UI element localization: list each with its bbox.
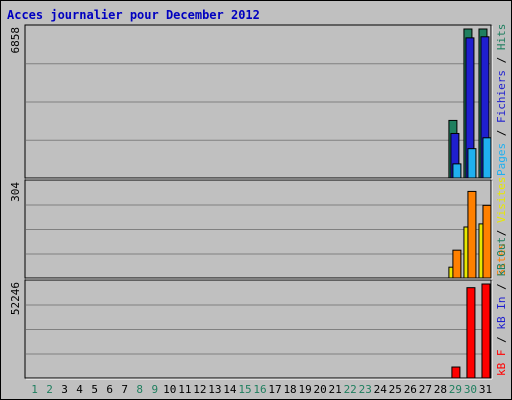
x-tick-label: 25 (389, 383, 402, 396)
x-tick-label: 15 (238, 383, 251, 396)
x-tick-label: 29 (449, 383, 462, 396)
hits-files-pages-legend: Pages / Fichiers / Hits (495, 24, 508, 176)
x-tick-label: 27 (419, 383, 432, 396)
x-tick-label: 9 (151, 383, 158, 396)
kbytes-legend: kB F / kB In / kB Out (495, 237, 508, 376)
kbytes-max-label: 52246 (9, 282, 22, 315)
visits-sites-max-label: 304 (9, 182, 22, 202)
bar-sites-day-31 (482, 204, 492, 279)
bar-sites-day-29 (452, 249, 462, 279)
bar-kb_f-day-29 (451, 366, 461, 379)
legend-entry: / (495, 277, 508, 297)
visits-sites-legend: Sites / Visites (495, 177, 508, 276)
x-tick-label: 28 (434, 383, 447, 396)
legend-entry: / (495, 330, 508, 350)
bar-pages-day-30 (467, 148, 477, 179)
bar-sites-day-30 (467, 190, 477, 279)
x-tick-label: 30 (464, 383, 477, 396)
x-tick-label: 18 (283, 383, 296, 396)
x-tick-label: 11 (178, 383, 191, 396)
legend-entry: / (495, 50, 508, 70)
x-tick-label: 31 (479, 383, 492, 396)
legend-entry: / (495, 123, 508, 143)
legend-entry: kB In (495, 297, 508, 330)
legend-entry: Fichiers (495, 70, 508, 123)
x-tick-label: 24 (374, 383, 388, 396)
x-tick-label: 13 (208, 383, 221, 396)
x-tick-label: 14 (223, 383, 237, 396)
legend-entry: Sites (495, 243, 508, 276)
x-tick-label: 8 (136, 383, 143, 396)
bar-kb_f-day-31 (481, 283, 491, 379)
x-tick-label: 20 (314, 383, 327, 396)
chart-title: Acces journalier pour December 2012 (7, 8, 260, 22)
legend-entry: kB F (495, 350, 508, 377)
x-tick-label: 17 (268, 383, 281, 396)
x-tick-label: 4 (76, 383, 83, 396)
x-tick-label: 3 (61, 383, 68, 396)
legend-entry: kB Out (495, 237, 508, 277)
x-tick-label: 10 (163, 383, 176, 396)
bar-kb_f-day-30 (466, 287, 476, 379)
legend-entry: Pages (495, 143, 508, 176)
legend-entry: Hits (495, 24, 508, 51)
x-tick-label: 16 (253, 383, 266, 396)
legend-entry: / (495, 223, 508, 243)
x-tick-label: 2 (46, 383, 53, 396)
x-tick-label: 19 (298, 383, 311, 396)
x-tick-label: 26 (404, 383, 417, 396)
x-tick-label: 21 (329, 383, 342, 396)
x-tick-label: 12 (193, 383, 206, 396)
bar-pages-day-29 (452, 163, 462, 179)
legend-entry: Visites (495, 177, 508, 223)
x-tick-label: 1 (31, 383, 38, 396)
x-tick-label: 6 (106, 383, 113, 396)
hits-files-pages-max-label: 6858 (9, 27, 22, 54)
x-tick-label: 5 (91, 383, 98, 396)
x-tick-label: 7 (121, 383, 128, 396)
x-tick-label: 22 (344, 383, 357, 396)
x-tick-label: 23 (359, 383, 372, 396)
bar-pages-day-31 (482, 137, 492, 179)
